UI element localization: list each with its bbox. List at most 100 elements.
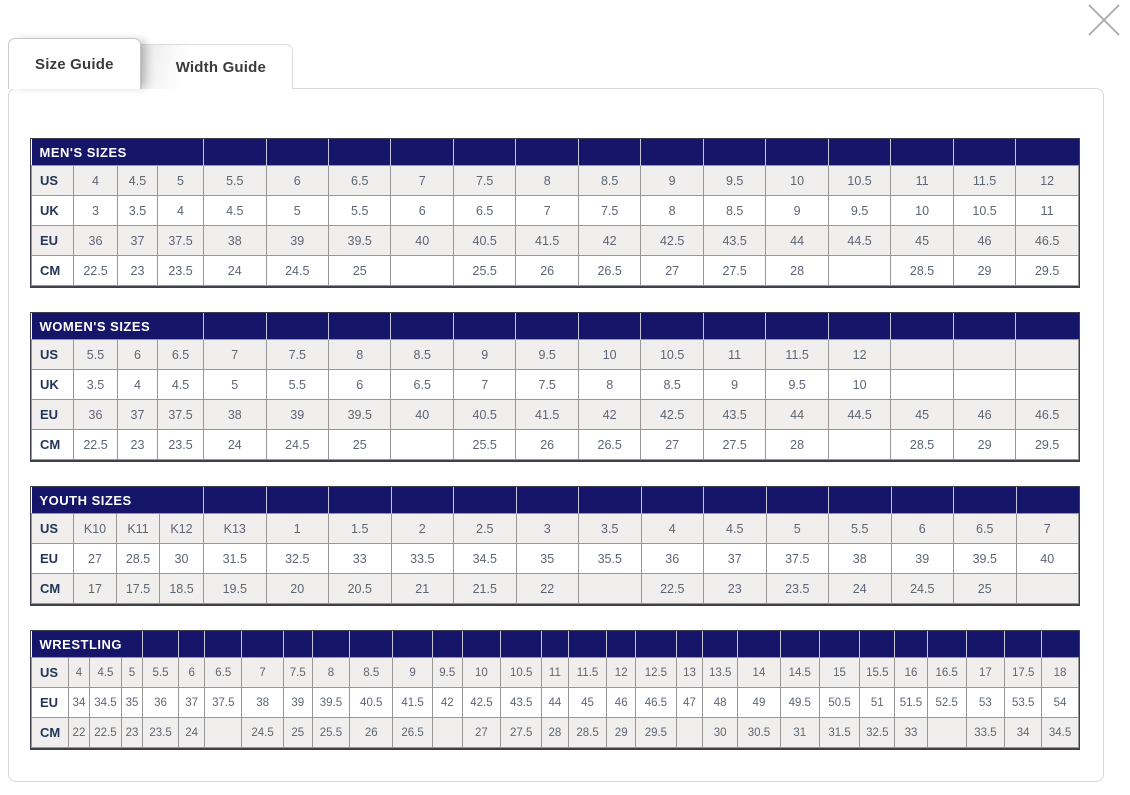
- size-cell: 43.5: [702, 225, 767, 256]
- size-cell: 33.5: [965, 717, 1006, 748]
- header-cell: [203, 139, 266, 166]
- tab-size-guide[interactable]: Size Guide: [8, 38, 141, 89]
- close-icon: [1084, 3, 1124, 40]
- size-cell: 6: [390, 195, 454, 226]
- row-label: UK: [31, 195, 74, 226]
- size-cell: 11: [541, 657, 569, 688]
- tab-width-guide-label: Width Guide: [175, 58, 267, 76]
- size-cell: 7: [390, 165, 454, 196]
- size-cell: 4.5: [156, 369, 205, 400]
- size-cell: [675, 717, 704, 748]
- size-cell: 3.5: [117, 195, 158, 226]
- table-header-row: MEN'S SIZES: [31, 139, 1079, 166]
- header-cell: [431, 631, 463, 658]
- size-cell: 17.5: [116, 573, 160, 604]
- size-cell: 46.5: [1015, 225, 1079, 256]
- size-row-us: US K10 K11 K12 K13 1 1.5 2 2.5 3 3.5 4 4.5 5 5.5 6 6.5 7: [31, 513, 1079, 544]
- size-row-us: US 4 4.5 5 5.5 6 6.5 7 7.5 8 8.5 9 9.5 10 10.5 11 11.5 12…: [31, 657, 1079, 688]
- header-cell: [349, 631, 393, 658]
- header-cell: [452, 139, 516, 166]
- row-label: CM: [31, 717, 69, 748]
- size-cell: 51: [859, 687, 896, 718]
- size-cell: 1.5: [328, 513, 392, 544]
- mens-sizes-table-frame: MEN'S SIZES US 4 4.5 5 5.5 6 6.5 7 7.5 8 8.5 9 9.5 10 1…: [30, 138, 1080, 288]
- size-cell: 43.5: [500, 687, 543, 718]
- size-cell: 26: [515, 429, 579, 460]
- size-cell: 40.5: [349, 687, 394, 718]
- size-cell: 9.5: [431, 657, 463, 688]
- size-cell: 8: [577, 369, 642, 400]
- size-cell: 27.5: [702, 429, 767, 460]
- size-cell: 16: [894, 657, 928, 688]
- size-cell: 46.5: [634, 687, 677, 718]
- size-cell: 6.5: [953, 513, 1017, 544]
- womens-sizes-table: WOMEN'S SIZES US 5.5 6 6.5 7 7.5 8 8.5 9 9.5 10 10.5…: [31, 313, 1079, 460]
- size-cell: 48: [702, 687, 739, 718]
- size-cell: 52.5: [926, 687, 967, 718]
- size-cell: 41.5: [515, 399, 579, 430]
- size-cell: 5: [156, 165, 205, 196]
- size-cell: 26: [349, 717, 394, 748]
- size-cell: 9.5: [515, 339, 579, 370]
- size-cell: 32.5: [859, 717, 896, 748]
- size-cell: 36: [73, 225, 118, 256]
- size-cell: 8: [515, 165, 579, 196]
- size-cell: 37: [703, 543, 767, 574]
- size-cell: 33.5: [390, 543, 454, 574]
- size-cell: 39: [890, 543, 954, 574]
- size-cell: 11.5: [567, 657, 608, 688]
- size-cell: K13: [203, 513, 267, 544]
- size-row-eu: EU 34 34.5 35 36 37 37.5 38 39 39.5 40.5 41.5 42 42.5…: [31, 687, 1079, 718]
- header-cell: [265, 487, 329, 514]
- size-cell: 8.5: [390, 339, 454, 370]
- size-cell: 27.5: [500, 717, 543, 748]
- header-cell: [1015, 487, 1079, 514]
- size-cell: 7.5: [452, 165, 517, 196]
- size-cell: 8.5: [702, 195, 767, 226]
- size-cell: 8: [640, 195, 704, 226]
- size-cell: 29.5: [1015, 429, 1079, 460]
- tab-width-guide[interactable]: Width Guide: [140, 44, 294, 89]
- tab-bar: Size Guide Width Guide: [8, 38, 294, 89]
- wrestling-sizes-table: WRESTLING US 4 4.5 5 5.5 6 6.5 7 7.5 8 8.5 9 9.5 10 10.…: [31, 631, 1079, 748]
- size-cell: 2.5: [453, 513, 517, 544]
- size-cell: 45: [890, 225, 954, 256]
- size-cell: 41.5: [392, 687, 433, 718]
- header-cell: [952, 313, 1016, 340]
- size-cell: 46: [952, 225, 1017, 256]
- header-cell: [737, 631, 781, 658]
- size-cell: 6.5: [327, 165, 392, 196]
- size-cell: 5: [203, 369, 267, 400]
- size-cell: 9: [765, 195, 829, 226]
- table-header-row: YOUTH SIZES: [31, 487, 1079, 514]
- header-cell: [265, 313, 329, 340]
- size-cell: 44: [765, 225, 829, 256]
- youth-sizes-table: YOUTH SIZES US K10 K11 K12 K13 1 1.5 2 2.5 3 3.5 4 4.…: [31, 487, 1079, 604]
- size-cell: 5.5: [327, 195, 392, 226]
- size-cell: 42.5: [461, 687, 502, 718]
- table-header-row: WOMEN'S SIZES: [31, 313, 1079, 340]
- size-cell: 24: [203, 429, 267, 460]
- size-cell: 2: [390, 513, 454, 544]
- size-cell: 42.5: [640, 399, 704, 430]
- size-cell: 7: [1015, 513, 1079, 544]
- size-cell: 5.5: [142, 657, 179, 688]
- size-cell: 27: [640, 429, 704, 460]
- size-cell: 6: [327, 369, 392, 400]
- size-cell: [204, 717, 243, 748]
- size-cell: 38: [203, 225, 267, 256]
- close-button[interactable]: [1083, 1, 1125, 41]
- size-cell: 28.5: [567, 717, 608, 748]
- size-cell: 10: [827, 369, 892, 400]
- size-cell: 4: [67, 657, 91, 688]
- size-cell: [390, 255, 454, 286]
- size-row-us: US 5.5 6 6.5 7 7.5 8 8.5 9 9.5 10 10.5 11 11.5 12: [31, 339, 1079, 370]
- size-cell: 22: [67, 717, 91, 748]
- size-cell: 7.5: [515, 369, 579, 400]
- size-cell: 5.5: [828, 513, 892, 544]
- size-cell: 29: [952, 429, 1017, 460]
- header-cell: [765, 139, 829, 166]
- header-cell: [142, 631, 179, 658]
- size-cell: 16.5: [926, 657, 967, 688]
